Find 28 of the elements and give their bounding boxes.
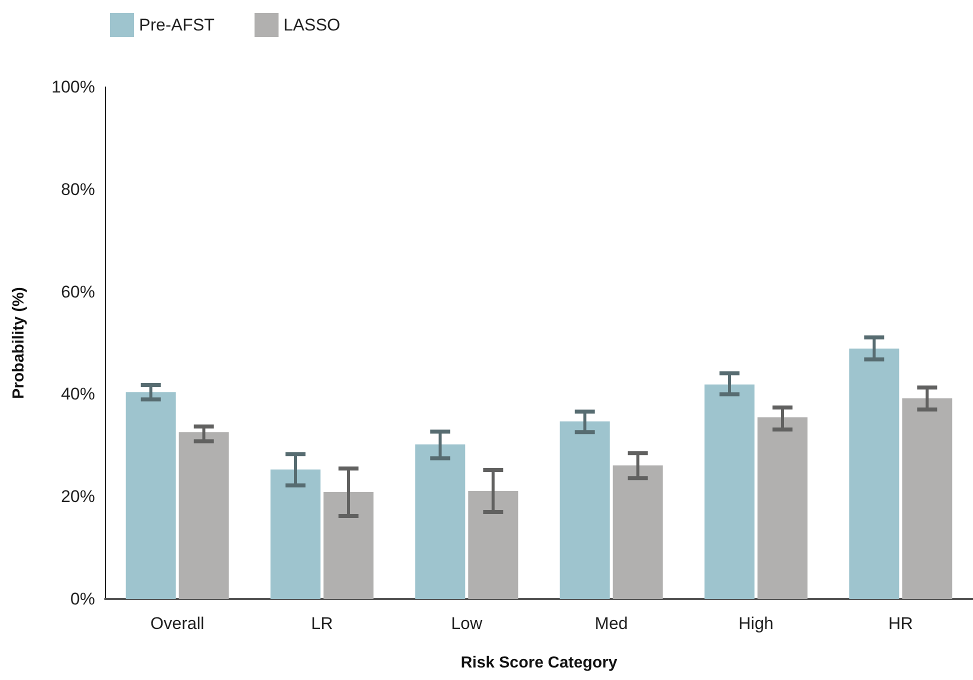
y-tick-label: 40%: [60, 384, 95, 404]
x-tick-label: High: [738, 614, 774, 633]
y-axis-title: Probability (%): [10, 286, 28, 400]
x-tick-label: Overall: [150, 614, 204, 633]
bar: [849, 348, 900, 599]
y-tick-label: 60%: [60, 282, 95, 302]
x-tick-label: Low: [451, 614, 483, 633]
bar: [415, 444, 466, 599]
bar: [468, 490, 518, 599]
bar: [324, 492, 374, 599]
x-tick-label: Med: [594, 614, 628, 633]
y-tick-label: 20%: [60, 487, 95, 506]
bar: [270, 469, 320, 599]
x-tick-label: LR: [311, 614, 333, 633]
bar: [758, 417, 808, 599]
legend-label: Pre-AFST: [139, 16, 215, 34]
legend-label: LASSO: [284, 16, 340, 34]
x-axis-title: Risk Score Category: [460, 654, 618, 672]
bar: [178, 432, 229, 599]
bar: [612, 465, 663, 599]
bar: [704, 384, 754, 599]
bar: [902, 398, 952, 599]
bar: [126, 392, 176, 599]
y-tick-label: 0%: [70, 590, 95, 608]
x-tick-label: HR: [888, 614, 913, 633]
y-tick-label: 80%: [60, 180, 95, 199]
y-tick-label: 100%: [52, 78, 95, 96]
bar: [560, 421, 610, 599]
